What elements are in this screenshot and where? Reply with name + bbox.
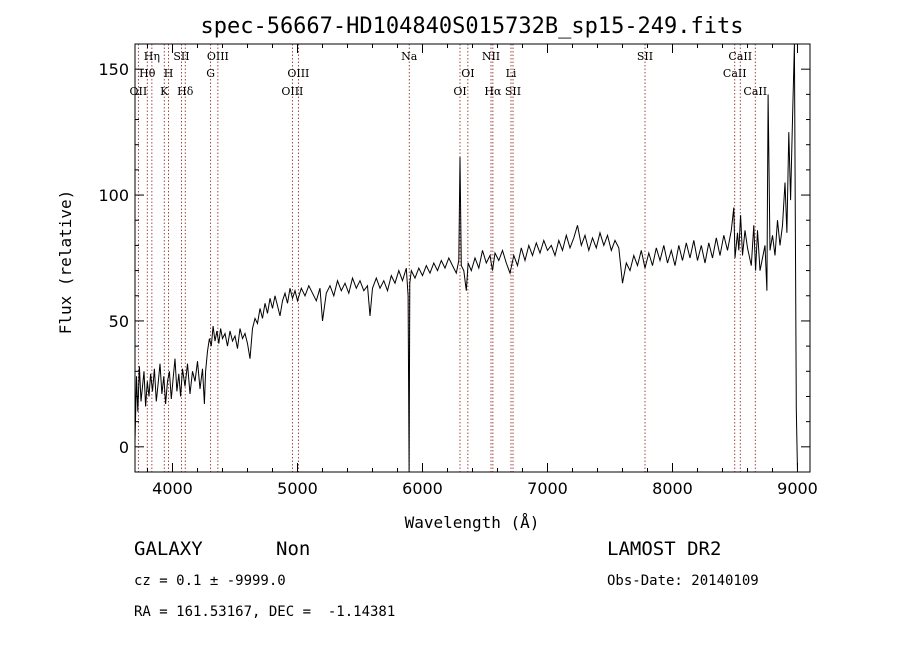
line-marker-label: Hθ: [139, 67, 156, 80]
x-tick-label: 5000: [277, 479, 318, 498]
spectral-line-markers: [137, 44, 756, 472]
x-tick-label: 4000: [152, 479, 193, 498]
line-marker-label: SII: [505, 85, 521, 98]
x-axis-label: Wavelength (Å): [405, 513, 540, 532]
y-tick-label: 150: [98, 60, 129, 79]
line-marker-label: OI: [453, 85, 466, 98]
plot-frame: [134, 43, 811, 473]
chart-title: spec-56667-HD104840S015732B_sp15-249.fit…: [200, 14, 743, 39]
line-marker-label: CaII: [743, 85, 767, 98]
line-marker-label: H: [164, 67, 174, 80]
subclass-label: Non: [276, 538, 311, 560]
x-tick-label: 7000: [527, 479, 568, 498]
line-marker-label: OIII: [287, 67, 309, 80]
line-marker-label: OI: [461, 67, 474, 80]
line-marker-label: OIII: [207, 50, 229, 63]
line-marker-label: Na: [401, 50, 418, 63]
coordinates-readout: RA = 161.53167, DEC = -1.14381: [134, 604, 396, 620]
x-tick-label: 6000: [402, 479, 443, 498]
line-marker-label: OII: [130, 85, 148, 98]
line-marker-label: Hη: [144, 50, 160, 63]
observation-date: Obs-Date: 20140109: [607, 573, 759, 589]
line-marker-label: OIII: [281, 85, 303, 98]
x-axis-ticks: 4000 5000 6000 7000 8000 9000: [147, 44, 818, 498]
spectrum-line: [134, 43, 798, 473]
survey-label: LAMOST DR2: [607, 538, 722, 560]
y-tick-label: 100: [98, 186, 129, 205]
line-marker-label: Li: [506, 67, 517, 80]
line-marker-label: SII: [173, 50, 189, 63]
line-marker-label: NII: [482, 50, 500, 63]
x-tick-label: 8000: [652, 479, 693, 498]
redshift-readout: cz = 0.1 ± -9999.0: [134, 573, 286, 589]
line-marker-label: SII: [637, 50, 653, 63]
y-tick-label: 0: [119, 438, 129, 457]
classification-label: GALAXY: [134, 538, 203, 560]
line-marker-label: CaII: [723, 67, 747, 80]
y-tick-label: 50: [109, 312, 129, 331]
line-marker-label: CaII: [728, 50, 752, 63]
y-axis-ticks: 0 50 100 150: [98, 43, 810, 473]
x-tick-label: 9000: [777, 479, 818, 498]
y-axis-label: Flux (relative): [56, 190, 75, 335]
line-marker-label: Hα: [484, 85, 502, 98]
line-marker-label: K: [160, 85, 169, 98]
line-marker-label: Hδ: [177, 85, 194, 98]
line-marker-label: G: [206, 67, 215, 80]
spectral-line-labels: OII Hθ Hη KH SII Hδ G OIII OIII OIII Na OI OI NII Hα Li…: [130, 50, 768, 98]
